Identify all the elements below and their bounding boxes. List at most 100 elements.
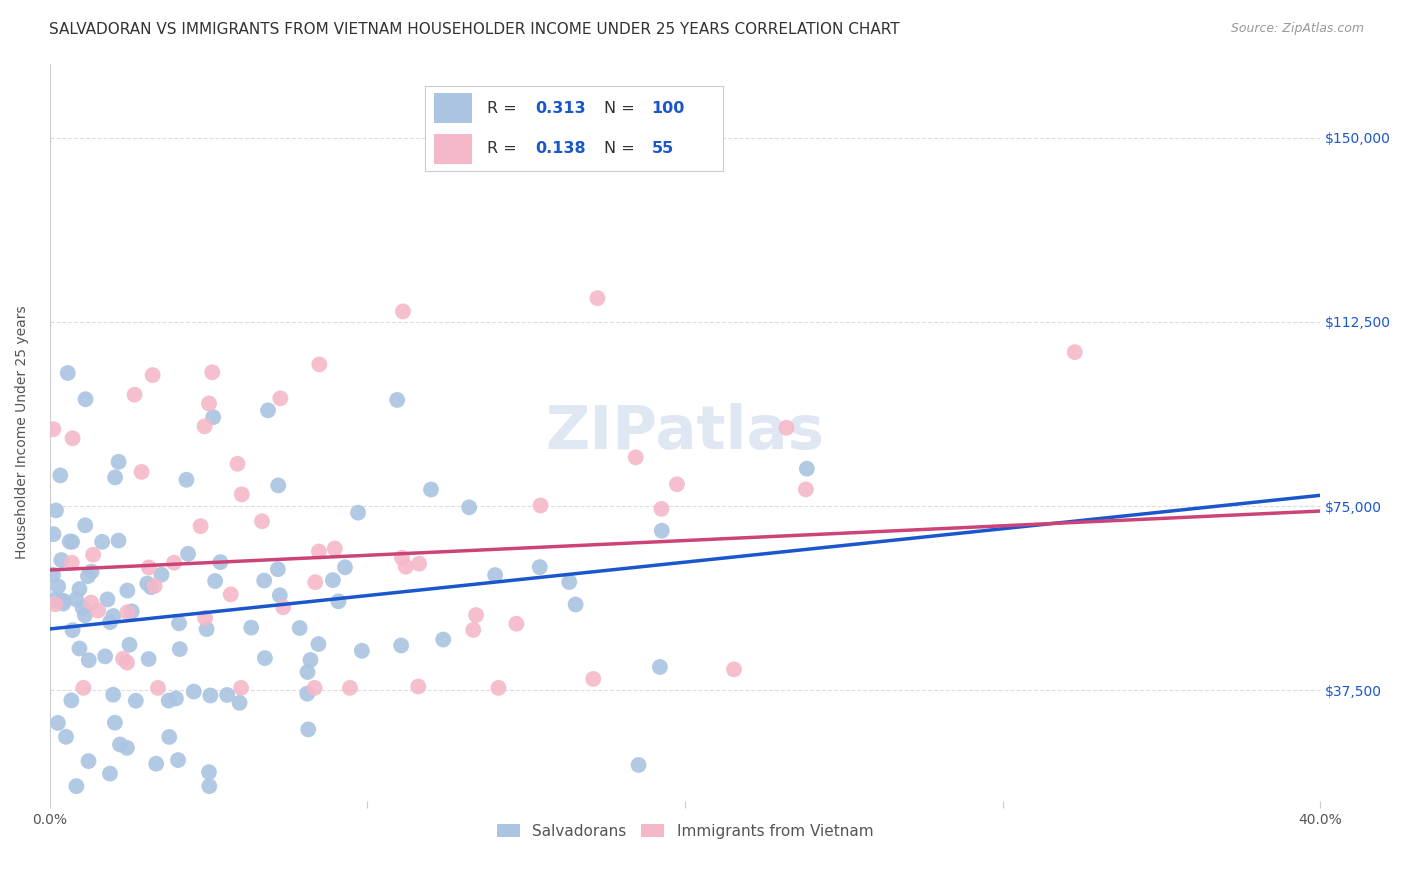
Point	[131, 465, 153, 479]
Point	[304, 575, 326, 590]
Point	[392, 304, 415, 318]
Point	[169, 642, 191, 657]
Point	[136, 576, 159, 591]
Point	[104, 715, 127, 730]
Point	[96, 592, 118, 607]
Point	[98, 766, 121, 780]
Point	[87, 603, 110, 617]
Point	[198, 779, 221, 793]
Point	[60, 556, 83, 570]
Point	[217, 688, 239, 702]
Point	[420, 483, 443, 497]
Point	[150, 567, 173, 582]
Point	[42, 567, 65, 582]
Point	[103, 688, 125, 702]
Point	[271, 600, 294, 615]
Point	[55, 730, 77, 744]
Point	[1063, 345, 1085, 359]
Point	[297, 665, 319, 679]
Point	[75, 518, 97, 533]
Point	[194, 611, 217, 625]
Point	[200, 689, 222, 703]
Point	[115, 656, 138, 670]
Point	[163, 556, 186, 570]
Point	[42, 527, 65, 541]
Point	[98, 615, 121, 629]
Point	[406, 680, 429, 694]
Point	[118, 638, 141, 652]
Point	[157, 693, 180, 707]
Point	[204, 574, 226, 588]
Point	[648, 660, 671, 674]
Point	[112, 651, 135, 665]
Point	[91, 534, 114, 549]
Point	[408, 557, 430, 571]
Legend: Salvadorans, Immigrants from Vietnam: Salvadorans, Immigrants from Vietnam	[491, 818, 879, 845]
Point	[121, 604, 143, 618]
Point	[465, 608, 488, 623]
Point	[257, 403, 280, 417]
Point	[484, 568, 506, 582]
Point	[190, 519, 212, 533]
Point	[586, 291, 609, 305]
Point	[650, 501, 672, 516]
Point	[219, 587, 242, 601]
Point	[488, 681, 510, 695]
Point	[117, 583, 139, 598]
Point	[167, 616, 190, 631]
Point	[44, 593, 66, 607]
Point	[308, 358, 330, 372]
Point	[395, 559, 418, 574]
Point	[463, 623, 485, 637]
Point	[304, 681, 326, 695]
Point	[195, 622, 218, 636]
Point	[176, 473, 198, 487]
Point	[82, 548, 104, 562]
Point	[103, 609, 125, 624]
Point	[72, 600, 94, 615]
Point	[350, 644, 373, 658]
Y-axis label: Householder Income Under 25 years: Householder Income Under 25 years	[15, 306, 30, 559]
Point	[194, 419, 217, 434]
Point	[529, 560, 551, 574]
Point	[60, 534, 83, 549]
Point	[80, 596, 103, 610]
Point	[62, 431, 84, 445]
Point	[62, 623, 84, 637]
Point	[582, 672, 605, 686]
Point	[328, 594, 350, 608]
Point	[323, 541, 346, 556]
Point	[77, 754, 100, 768]
Point	[183, 684, 205, 698]
Point	[142, 368, 165, 382]
Point	[651, 524, 673, 538]
Point	[108, 738, 131, 752]
Point	[77, 653, 100, 667]
Point	[165, 691, 187, 706]
Text: ZIPatlas: ZIPatlas	[546, 403, 824, 462]
Point	[73, 608, 96, 623]
Point	[240, 621, 263, 635]
Point	[145, 756, 167, 771]
Point	[267, 478, 290, 492]
Point	[505, 616, 527, 631]
Point	[198, 396, 221, 410]
Point	[201, 365, 224, 379]
Point	[124, 387, 146, 401]
Point	[226, 457, 249, 471]
Point	[143, 579, 166, 593]
Point	[339, 681, 361, 695]
Point	[146, 681, 169, 695]
Point	[297, 687, 319, 701]
Point	[308, 637, 330, 651]
Point	[138, 560, 160, 574]
Point	[333, 560, 356, 574]
Point	[267, 562, 290, 576]
Point	[794, 483, 817, 497]
Point	[269, 588, 291, 602]
Point	[51, 594, 73, 608]
Point	[104, 470, 127, 484]
Point	[167, 753, 190, 767]
Point	[107, 533, 129, 548]
Text: Source: ZipAtlas.com: Source: ZipAtlas.com	[1230, 22, 1364, 36]
